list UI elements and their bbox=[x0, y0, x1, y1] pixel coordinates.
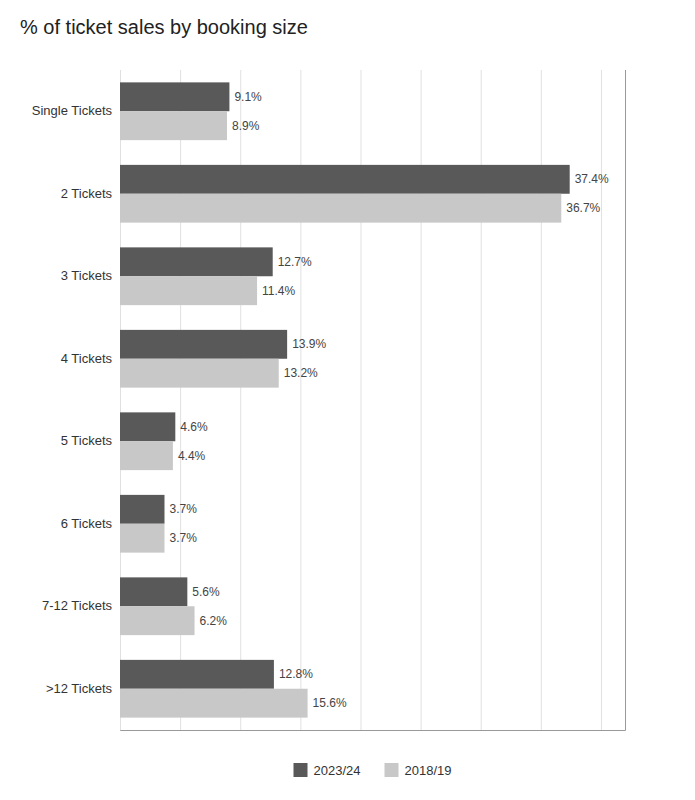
y-tick: >12 Tickets bbox=[46, 681, 113, 696]
bar bbox=[120, 330, 287, 359]
data-label: 36.7% bbox=[566, 201, 600, 215]
data-label: 6.2% bbox=[200, 614, 228, 628]
data-label: 15.6% bbox=[313, 696, 347, 710]
title: % of ticket sales by booking size bbox=[20, 16, 308, 38]
y-tick-label: 3 Tickets bbox=[61, 268, 113, 283]
legend-label: 2018/19 bbox=[405, 763, 452, 778]
bar bbox=[120, 276, 257, 305]
data-label: 5.6% bbox=[192, 585, 220, 599]
bar bbox=[120, 660, 274, 689]
data-label: 11.4% bbox=[262, 284, 295, 298]
bar bbox=[120, 689, 308, 718]
bar bbox=[120, 577, 187, 606]
x-tick bbox=[601, 70, 602, 730]
y-tick: 2 Tickets bbox=[61, 186, 113, 201]
data-label: 37.4% bbox=[575, 172, 609, 186]
data-label: 9.1% bbox=[234, 90, 262, 104]
legend-item: 2023/24 bbox=[294, 763, 361, 778]
data-label: 12.8% bbox=[279, 667, 313, 681]
y-tick-label: 4 Tickets bbox=[61, 351, 113, 366]
data-label: 12.7% bbox=[278, 255, 312, 269]
y-axis: Single Tickets 2 Tickets 3 Tickets 4 Ticket… bbox=[32, 103, 113, 696]
y-tick-label: 2 Tickets bbox=[61, 186, 113, 201]
data-label: 13.2% bbox=[284, 366, 318, 380]
grid-line bbox=[601, 70, 602, 730]
y-tick: 5 Tickets bbox=[61, 433, 113, 448]
x-axis bbox=[121, 70, 626, 731]
data-label: 3.7% bbox=[169, 502, 197, 516]
data-label: 3.7% bbox=[169, 531, 197, 545]
legend-label: 2023/24 bbox=[314, 763, 361, 778]
y-tick-label: 7-12 Tickets bbox=[42, 598, 113, 613]
y-tick: 7-12 Tickets bbox=[42, 598, 113, 613]
y-tick-label: Single Tickets bbox=[32, 103, 113, 118]
chart: % of ticket sales by booking size Single … bbox=[0, 0, 695, 800]
bar bbox=[120, 524, 164, 553]
bar bbox=[120, 495, 164, 524]
bar bbox=[120, 606, 195, 635]
y-tick: Single Tickets bbox=[32, 103, 113, 118]
x-axis-line bbox=[121, 70, 626, 731]
bar bbox=[120, 441, 173, 470]
y-tick: 4 Tickets bbox=[61, 351, 113, 366]
legend-swatch bbox=[385, 763, 399, 777]
y-tick-label: 5 Tickets bbox=[61, 433, 113, 448]
bar bbox=[120, 412, 175, 441]
bar bbox=[120, 247, 273, 276]
y-tick-label: >12 Tickets bbox=[46, 681, 113, 696]
plot: Single Tickets 2 Tickets 3 Tickets 4 Ticket… bbox=[32, 70, 626, 731]
data-label: 4.4% bbox=[178, 449, 206, 463]
legend-swatch bbox=[294, 763, 308, 777]
bar bbox=[120, 82, 229, 111]
bar bbox=[120, 111, 227, 140]
legend: 2023/24 2018/19 bbox=[294, 763, 452, 778]
legend-item: 2018/19 bbox=[385, 763, 452, 778]
bars bbox=[120, 82, 570, 717]
y-tick-label: 6 Tickets bbox=[61, 516, 113, 531]
data-label: 4.6% bbox=[180, 420, 208, 434]
data-label: 13.9% bbox=[292, 337, 326, 351]
bar bbox=[120, 359, 279, 388]
y-tick: 6 Tickets bbox=[61, 516, 113, 531]
data-labels: 9.1% 37.4% 12.7% 13.9% 4.6% 3.7% 5.6% 12.8% 8.9%… bbox=[169, 90, 609, 710]
bar bbox=[120, 165, 570, 194]
bar bbox=[120, 194, 561, 223]
y-tick: 3 Tickets bbox=[61, 268, 113, 283]
data-label: 8.9% bbox=[232, 119, 260, 133]
